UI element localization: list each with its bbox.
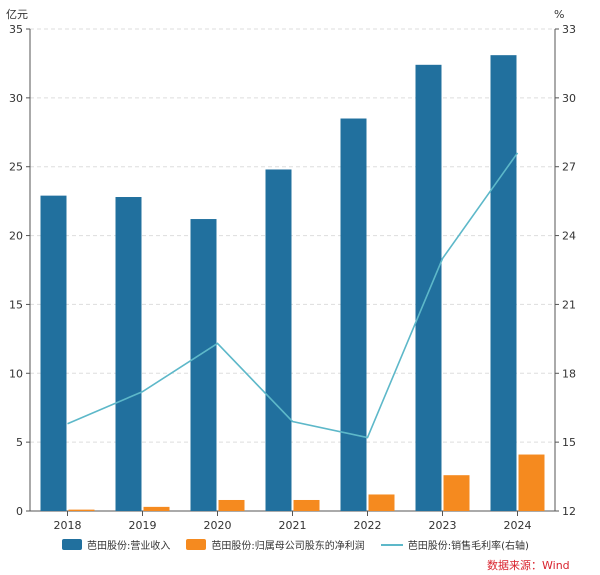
- y-right-tick-label: 24: [562, 230, 576, 243]
- bar-revenue-2022[interactable]: [340, 118, 367, 511]
- legend-item-gross-margin[interactable]: 芭田股份:销售毛利率(右轴): [380, 537, 529, 552]
- y-left-tick-label: 25: [9, 161, 23, 174]
- y-right-tick-label: 15: [562, 436, 576, 449]
- legend-label-net-profit: 芭田股份:归属母公司股东的净利润: [211, 541, 365, 552]
- bar-net-profit-2018[interactable]: [68, 509, 95, 511]
- legend-swatch-net-profit: [186, 539, 207, 550]
- y-left-tick-label: 35: [9, 23, 23, 36]
- legend: 芭田股份:营业收入 芭田股份:归属母公司股东的净利润 芭田股份:销售毛利率(右轴…: [62, 537, 545, 552]
- bar-revenue-2023[interactable]: [415, 64, 442, 511]
- x-tick-label: 2023: [429, 519, 457, 532]
- y-left-tick-label: 20: [9, 230, 23, 243]
- source-note: 数据来源：Wind: [487, 559, 570, 572]
- x-tick-label: 2021: [279, 519, 307, 532]
- legend-swatch-revenue: [62, 539, 82, 550]
- y-left-tick-label: 5: [16, 436, 23, 449]
- bar-revenue-2024[interactable]: [490, 55, 517, 512]
- bar-revenue-2020[interactable]: [190, 219, 217, 511]
- y-right-tick-label: 33: [562, 23, 576, 36]
- x-tick-label: 2020: [204, 519, 232, 532]
- line-gross-margin[interactable]: [67, 152, 519, 439]
- y-left-tick-label: 30: [9, 92, 23, 105]
- legend-item-revenue[interactable]: 芭田股份:营业收入: [62, 537, 170, 552]
- y-left-tick-label: 15: [9, 298, 23, 311]
- y-left-unit: 亿元: [6, 8, 28, 21]
- legend-swatch-gross-margin: [380, 543, 403, 546]
- bar-net-profit-2024[interactable]: [518, 454, 545, 511]
- bar-net-profit-2020[interactable]: [218, 499, 245, 511]
- x-tick-label: 2022: [354, 519, 382, 532]
- legend-label-revenue: 芭田股份:营业收入: [87, 541, 171, 552]
- bar-revenue-2019[interactable]: [115, 197, 142, 512]
- y-right-tick-label: 30: [562, 92, 576, 105]
- bar-net-profit-2021[interactable]: [293, 499, 320, 511]
- legend-item-net-profit[interactable]: 芭田股份:归属母公司股东的净利润: [186, 537, 365, 552]
- bar-revenue-2018[interactable]: [40, 195, 67, 512]
- bar-net-profit-2022[interactable]: [368, 494, 395, 511]
- bar-net-profit-2019[interactable]: [143, 506, 170, 511]
- x-tick-label: 2019: [129, 519, 157, 532]
- legend-label-gross-margin: 芭田股份:销售毛利率(右轴): [407, 541, 529, 552]
- x-tick-label: 2024: [504, 519, 532, 532]
- bar-revenue-2021[interactable]: [265, 169, 292, 511]
- y-right-unit: %: [554, 8, 564, 21]
- y-right-tick-label: 18: [562, 367, 576, 380]
- y-right-tick-label: 21: [562, 298, 576, 311]
- x-tick-label: 2018: [54, 519, 82, 532]
- bar-net-profit-2023[interactable]: [443, 475, 470, 511]
- y-right-tick-label: 27: [562, 161, 576, 174]
- y-left-tick-label: 10: [9, 367, 23, 380]
- y-right-tick-label: 12: [562, 505, 576, 518]
- y-left-tick-label: 0: [16, 505, 23, 518]
